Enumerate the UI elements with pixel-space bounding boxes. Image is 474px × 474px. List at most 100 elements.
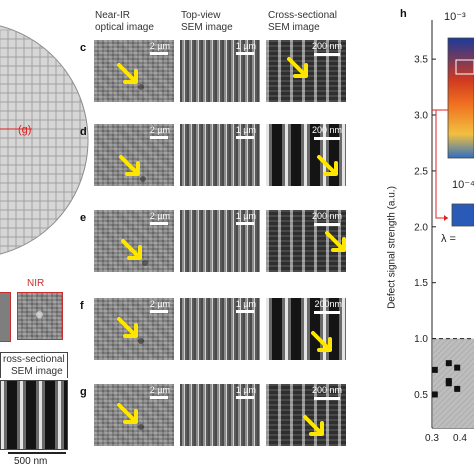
- scale-label: 200nm: [314, 299, 342, 309]
- panel-g-top-image: 1 µm: [180, 384, 260, 446]
- defect-arrow-icon: [302, 414, 328, 445]
- defect-spot: [138, 84, 144, 90]
- inset-connector-arrow-icon: [444, 215, 448, 221]
- wafer-die: [71, 56, 81, 67]
- wafer-die: [87, 56, 88, 67]
- wafer-die: [63, 209, 73, 220]
- panel-f-nir-image: 2 µm: [94, 298, 174, 360]
- defect-spot: [36, 311, 43, 318]
- defect-spot: [142, 260, 148, 266]
- y-tick-label: 1.0: [414, 334, 428, 345]
- scale-bar: [236, 396, 254, 399]
- wafer-die: [87, 155, 88, 166]
- wafer-die: [63, 38, 73, 49]
- wafer-die: [55, 236, 65, 247]
- panel-letter-g: g: [80, 386, 87, 398]
- wafer-die: [31, 245, 41, 256]
- wafer-die: [87, 74, 88, 85]
- wafer-die: [87, 245, 88, 256]
- wafer-die: [71, 200, 81, 211]
- panel-e-nir-image: 2 µm: [94, 210, 174, 272]
- scale-bar: [236, 222, 254, 225]
- data-point: [445, 360, 452, 367]
- wafer-die: [55, 38, 65, 49]
- wafer-die: [87, 173, 88, 184]
- wafer-die: [71, 227, 81, 238]
- wafer-die: [87, 38, 88, 49]
- wafer-die: [79, 29, 88, 40]
- wafer-die: [79, 83, 88, 94]
- wafer-die: [79, 74, 88, 85]
- column-head-cross-line2: SEM image: [268, 22, 320, 33]
- panel-d-cross-image: 200 nm: [266, 124, 346, 186]
- column-head-nir: Near-IR optical image: [95, 10, 154, 34]
- wafer-die: [55, 227, 65, 238]
- x-tick-label: 0.4: [453, 433, 467, 444]
- scale-label: 2 µm: [149, 41, 170, 51]
- left-xsem-heading-line2: SEM image: [11, 366, 63, 377]
- wafer-die: [71, 38, 81, 49]
- wafer-die: [79, 182, 88, 193]
- scale-label: 1 µm: [235, 211, 256, 221]
- defect-arrow-icon: [116, 62, 142, 93]
- defect-arrow-icon: [120, 238, 146, 269]
- spectrum-inset-bottom: [451, 203, 474, 227]
- wafer-die: [87, 182, 88, 193]
- scale-label: 200 nm: [311, 125, 342, 135]
- wafer-die: [87, 164, 88, 175]
- panel-e-top-image: 1 µm: [180, 210, 260, 272]
- wafer-die: [87, 101, 88, 112]
- column-head-top-line2: SEM image: [181, 22, 233, 33]
- wafer-die: [47, 227, 57, 238]
- wafer-die: [87, 119, 88, 130]
- scale-label: 200 nm: [311, 385, 342, 395]
- panel-c-nir-image: 2 µm: [94, 40, 174, 102]
- wafer-die: [71, 245, 81, 256]
- defect-arrow-icon: [310, 330, 336, 360]
- panel-letter-c: c: [80, 42, 87, 54]
- wafer-die: [79, 191, 88, 202]
- wafer-die: [87, 83, 88, 94]
- wafer-die: [55, 29, 65, 40]
- left-xsem-scalebar: [8, 452, 66, 454]
- y-tick-label: 3.5: [414, 55, 428, 66]
- y-axis-label: Defect signal strength (a.u.): [386, 186, 398, 309]
- panel-c-top-image: 1 µm: [180, 40, 260, 102]
- panel-f-top-image: 1 µm: [180, 298, 260, 360]
- wafer-die: [87, 218, 88, 229]
- wafer-die: [55, 245, 65, 256]
- wafer-die: [63, 236, 73, 247]
- wafer-die: [79, 236, 88, 247]
- wafer-die: [63, 56, 73, 67]
- left-xsem-heading: ross-sectional SEM image: [0, 352, 68, 378]
- panel-f-cross-image: 200nm: [266, 298, 346, 360]
- wafer-die: [87, 209, 88, 220]
- scale-bar: [314, 397, 340, 400]
- defect-spot: [138, 338, 144, 344]
- below-threshold-hatch: [433, 338, 474, 428]
- wafer-die: [47, 245, 57, 256]
- left-nir-label: NIR: [27, 278, 45, 289]
- wafer-die: [71, 236, 81, 247]
- wafer-die: [79, 65, 88, 76]
- y-tick-label: 0.5: [414, 390, 428, 401]
- defect-arrow-icon: [286, 56, 312, 87]
- wafer-die: [55, 47, 65, 58]
- y-tick-label: 2.5: [414, 166, 428, 177]
- defect-arrow-icon: [116, 316, 142, 347]
- column-head-top-line1: Top-view: [181, 10, 221, 21]
- scale-label: 2 µm: [149, 299, 170, 309]
- wafer-die: [47, 38, 57, 49]
- scale-label: 1 µm: [235, 41, 256, 51]
- left-inset-frame-1: [0, 292, 11, 342]
- data-point: [454, 364, 461, 371]
- data-point: [454, 385, 461, 392]
- scale-label: 1 µm: [235, 385, 256, 395]
- panel-d-nir-image: 2 µm: [94, 124, 174, 186]
- scale-bar: [314, 53, 340, 56]
- wafer-die: [87, 191, 88, 202]
- data-point: [445, 380, 452, 387]
- left-xsem-image: [0, 380, 68, 450]
- wafer-die: [87, 146, 88, 157]
- scale-label: 1 µm: [235, 299, 256, 309]
